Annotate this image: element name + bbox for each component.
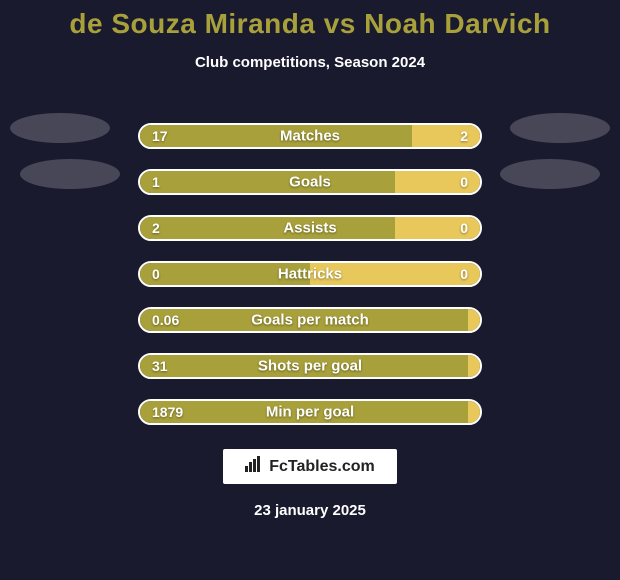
stat-value-left: 0.06 [152,312,179,328]
stat-row: 1 0 Goals [0,159,620,205]
stat-bar-left: 1 [140,171,395,193]
stat-row: 0.06 Goals per match [0,297,620,343]
stat-label: Assists [283,220,336,237]
stat-bar-right: 2 [412,125,480,147]
stat-row: 2 0 Assists [0,205,620,251]
stat-bar-left: 17 [140,125,412,147]
stat-value-left: 17 [152,128,168,144]
stat-label: Shots per goal [258,358,362,375]
stats-area: 17 2 Matches 1 0 Goals 2 0 Assists 0 0 Hattricks 0.0… [0,113,620,435]
stat-bar: 31 Shots per goal [138,353,482,379]
stat-label: Hattricks [278,266,342,283]
stat-row: 17 2 Matches [0,113,620,159]
footer-date: 23 january 2025 [254,502,366,519]
stat-bar: 17 2 Matches [138,123,482,149]
stat-bar-right [468,401,480,423]
comparison-infographic: de Souza Miranda vs Noah Darvich Club co… [0,0,620,580]
stat-bar-right [468,355,480,377]
stat-bar-right [468,309,480,331]
stat-bar: 0.06 Goals per match [138,307,482,333]
stat-row: 31 Shots per goal [0,343,620,389]
stat-label: Matches [280,128,340,145]
stat-row: 1879 Min per goal [0,389,620,435]
stat-value-right: 0 [460,174,468,190]
stat-value-left: 31 [152,358,168,374]
page-subtitle: Club competitions, Season 2024 [195,54,425,71]
stat-value-left: 1 [152,174,160,190]
stat-bar-right: 0 [395,171,480,193]
stat-bar-right: 0 [395,217,480,239]
stat-value-right: 0 [460,266,468,282]
stat-bar-left: 2 [140,217,395,239]
footer-logo: FcTables.com [223,449,397,484]
stat-bar: 0 0 Hattricks [138,261,482,287]
stat-bar: 1879 Min per goal [138,399,482,425]
stat-value-left: 1879 [152,404,183,420]
stat-label: Min per goal [266,404,354,421]
stat-value-right: 2 [460,128,468,144]
page-title: de Souza Miranda vs Noah Darvich [69,8,550,40]
stat-bar: 1 0 Goals [138,169,482,195]
stat-value-left: 2 [152,220,160,236]
stat-rows: 17 2 Matches 1 0 Goals 2 0 Assists 0 0 Hattricks 0.0… [0,113,620,435]
stat-value-right: 0 [460,220,468,236]
chart-bars-icon [245,456,263,477]
stat-label: Goals per match [251,312,369,329]
stat-bar: 2 0 Assists [138,215,482,241]
footer-logo-text: FcTables.com [269,458,375,476]
stat-value-left: 0 [152,266,160,282]
stat-label: Goals [289,174,331,191]
stat-row: 0 0 Hattricks [0,251,620,297]
